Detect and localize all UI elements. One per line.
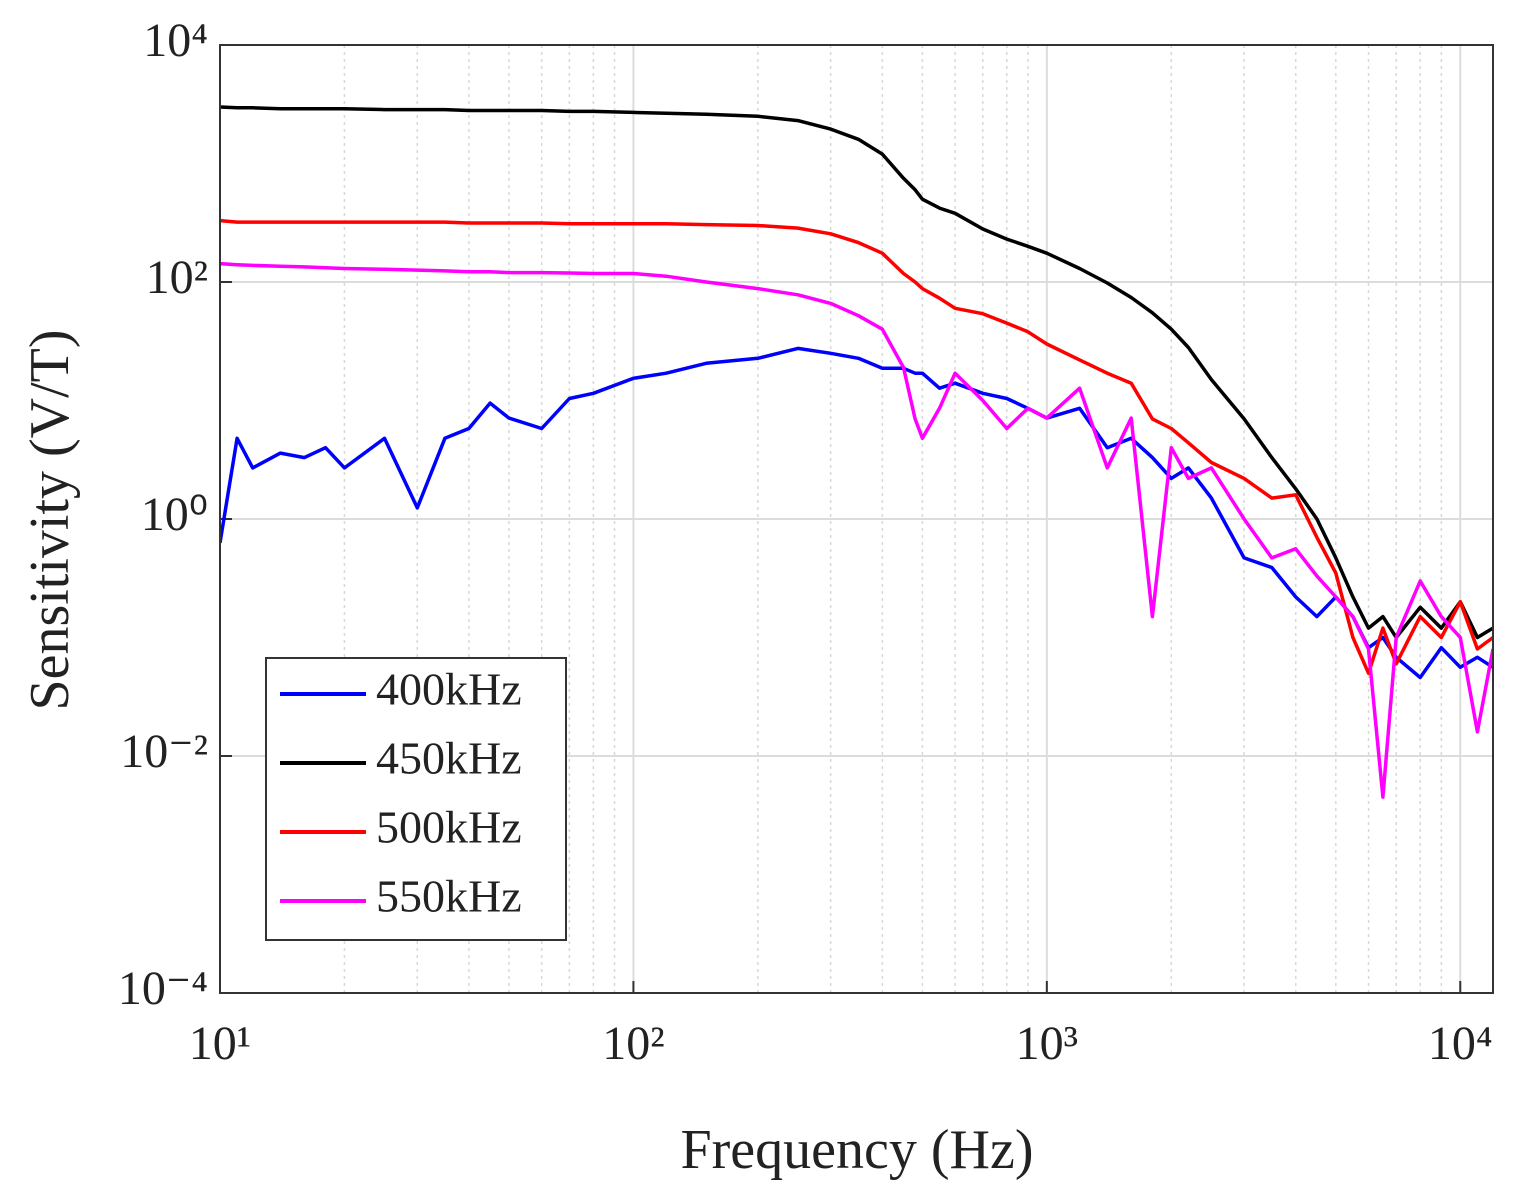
x-tick-label: 10¹ — [189, 1017, 251, 1070]
legend-label: 450kHz — [376, 733, 522, 784]
series-line — [220, 261, 1493, 799]
y-tick-label: 10⁻² — [120, 725, 208, 778]
x-tick-label: 10³ — [1016, 1017, 1078, 1070]
plot-frame — [219, 44, 1494, 994]
legend-label: 500kHz — [376, 802, 522, 853]
x-tick-label: 10⁴ — [1428, 1017, 1493, 1070]
x-axis-label: Frequency (Hz) — [681, 1119, 1034, 1181]
x-tick-label: 10² — [602, 1017, 664, 1070]
legend-box — [265, 657, 567, 941]
y-tick-label: 10⁻⁴ — [118, 962, 208, 1015]
y-tick-label: 10⁴ — [143, 14, 208, 67]
series-line — [220, 218, 1493, 675]
y-tick-label: 10⁰ — [141, 488, 208, 541]
legend-label: 400kHz — [376, 664, 522, 715]
series-line — [220, 105, 1493, 640]
legend-label: 550kHz — [376, 871, 522, 922]
y-axis-label: Sensitivity (V/T) — [19, 329, 81, 710]
y-tick-label: 10² — [146, 251, 208, 304]
